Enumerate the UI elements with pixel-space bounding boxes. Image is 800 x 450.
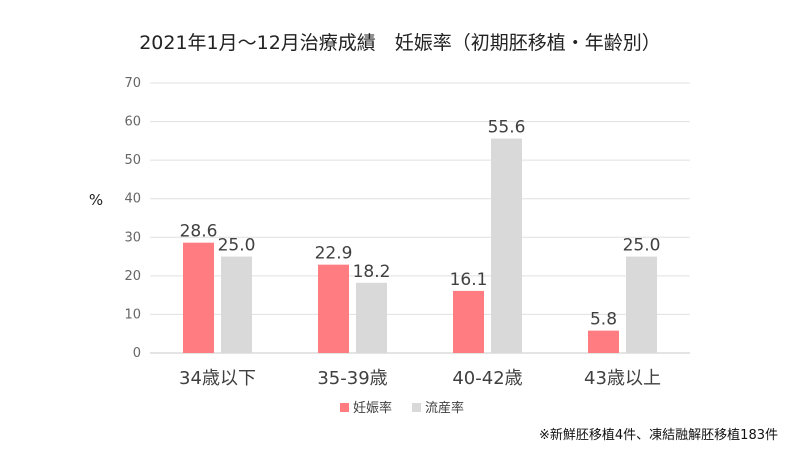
y-tick-label: 60 xyxy=(124,115,141,130)
y-tick-label: 20 xyxy=(124,269,141,284)
x-axis-ticks: 34歳以下 35-39歳 40-42歳 43歳以上 xyxy=(179,368,661,389)
data-labels: 28.625.0 22.918.2 16.155.65.825.0 xyxy=(180,118,661,330)
data-label: 28.6 xyxy=(180,222,218,242)
gridlines xyxy=(150,82,690,354)
legend: 妊娠率 流産率 xyxy=(340,400,464,416)
legend-swatch-pregnancy xyxy=(340,403,349,412)
data-label: 18.2 xyxy=(353,262,391,282)
bars xyxy=(183,138,657,353)
bar-miscarriage-1 xyxy=(356,282,387,353)
y-axis-ticks: 0 10 20 30 40 50 60 70 xyxy=(124,76,141,361)
legend-swatch-miscarriage xyxy=(412,403,421,412)
data-label: 5.8 xyxy=(590,310,617,330)
legend-label: 流産率 xyxy=(425,400,464,416)
footnote: ※新鮮胚移植4件、凍結融解胚移植183件 xyxy=(539,428,778,443)
data-label: 25.0 xyxy=(218,236,256,256)
legend-label: 妊娠率 xyxy=(353,400,392,416)
x-tick-label: 40-42歳 xyxy=(452,368,522,389)
data-label: 16.1 xyxy=(450,270,488,290)
data-label: 22.9 xyxy=(315,244,353,264)
x-tick-label: 43歳以上 xyxy=(584,368,661,389)
x-tick-label: 34歳以下 xyxy=(179,368,256,389)
y-tick-label: 70 xyxy=(124,76,141,91)
bar-pregnancy-2 xyxy=(453,290,484,353)
y-tick-label: 0 xyxy=(133,346,141,361)
bar-pregnancy-0 xyxy=(183,242,214,353)
chart-title: 2021年1月〜12月治療成績 妊娠率（初期胚移植・年齢別） xyxy=(139,32,661,54)
bar-miscarriage-3 xyxy=(626,256,657,353)
bar-miscarriage-2 xyxy=(491,138,522,353)
y-axis-label: % xyxy=(89,191,103,209)
data-label: 55.6 xyxy=(488,118,526,138)
y-tick-label: 40 xyxy=(124,192,141,207)
y-tick-label: 30 xyxy=(124,230,141,245)
x-tick-label: 35-39歳 xyxy=(317,368,387,389)
bar-miscarriage-0 xyxy=(221,256,252,353)
bar-pregnancy-3 xyxy=(588,330,619,353)
y-tick-label: 50 xyxy=(124,153,141,168)
y-tick-label: 10 xyxy=(124,307,141,322)
data-label: 25.0 xyxy=(623,236,661,256)
bar-pregnancy-1 xyxy=(318,264,349,353)
